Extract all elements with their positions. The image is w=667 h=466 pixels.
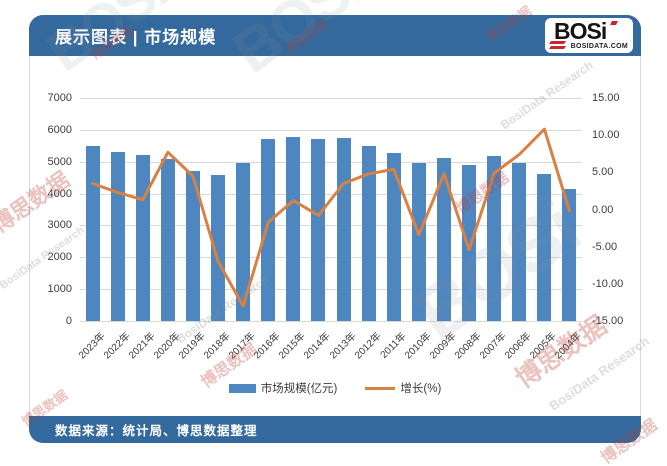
data-source-text: 数据来源：统计局、博思数据整理 — [55, 424, 258, 438]
left-axis-tick: 6000 — [47, 123, 72, 136]
bar-2017年 — [236, 163, 251, 321]
right-axis-tick: 10.00 — [592, 129, 620, 142]
bar-2013年 — [336, 138, 351, 321]
bar-2007年 — [487, 155, 502, 321]
bar-2015年 — [286, 136, 301, 321]
bar-2018年 — [211, 175, 226, 321]
page-title: 展示图表 | 市场规模 — [55, 28, 217, 47]
right-axis-tick: 5.00 — [592, 166, 614, 179]
left-axis-tick: 7000 — [47, 92, 72, 104]
bar-2022年 — [110, 151, 125, 321]
chart-area: 0 1000 2000 3000 4000 5000 6000 7000 15.00 10.00 5… — [30, 16, 640, 442]
bar-2021年 — [135, 155, 150, 321]
logo-site-text: BOSIDATA.COM — [570, 43, 628, 50]
bar-2008年 — [462, 164, 477, 321]
bar-2011年 — [386, 153, 401, 321]
legend-line-swatch — [365, 386, 396, 390]
bar-2005年 — [537, 173, 552, 321]
gridline — [80, 193, 582, 195]
legend-line-label: 增长(%) — [400, 383, 442, 395]
gridline — [80, 321, 582, 322]
bar-2020年 — [160, 159, 175, 321]
bar-2016年 — [261, 139, 276, 321]
bar-2019年 — [185, 170, 200, 321]
card-header: 展示图表 | 市场规模 BOSi BOSIDATA.COM — [29, 15, 641, 56]
gridline — [80, 225, 582, 227]
left-axis-tick: 5000 — [47, 155, 72, 168]
legend-bar-swatch — [228, 383, 256, 393]
left-axis-tick: 0 — [65, 315, 72, 327]
right-axis-tick: 0.00 — [592, 203, 614, 216]
bar-2014年 — [311, 139, 326, 321]
bar-2004年 — [562, 188, 577, 321]
gridline — [80, 161, 582, 163]
bosi-logo: BOSi BOSIDATA.COM — [545, 18, 633, 53]
gridline — [80, 289, 582, 291]
right-axis-tick: 15.00 — [592, 92, 620, 104]
gridline — [80, 257, 582, 259]
logo-text: BOSi — [554, 18, 607, 44]
gridline — [80, 129, 582, 131]
left-axis-tick: 4000 — [47, 187, 72, 200]
bar-2012年 — [361, 146, 376, 321]
left-axis-tick: 3000 — [47, 219, 72, 232]
right-axis-tick: -5.00 — [592, 240, 618, 253]
bar-2023年 — [85, 145, 100, 321]
chart-card: 展示图表 | 市场规模 BOSi BOSIDATA.COM 0 1000 2000 3… — [29, 15, 641, 443]
card-footer: 数据来源：统计局、博思数据整理 — [29, 416, 641, 443]
right-axis-tick: -10.00 — [592, 277, 624, 290]
bar-2009年 — [436, 157, 451, 321]
bar-2006年 — [512, 162, 527, 321]
legend-bar-label: 市场规模(亿元) — [260, 383, 338, 395]
chart-legend: 市场规模(亿元) 增长(%) — [30, 380, 640, 396]
left-axis-tick: 1000 — [47, 283, 72, 296]
bar-2010年 — [411, 162, 426, 321]
gridline — [80, 98, 582, 99]
right-axis-tick: -15.00 — [592, 315, 624, 327]
left-axis-tick: 2000 — [47, 251, 72, 264]
